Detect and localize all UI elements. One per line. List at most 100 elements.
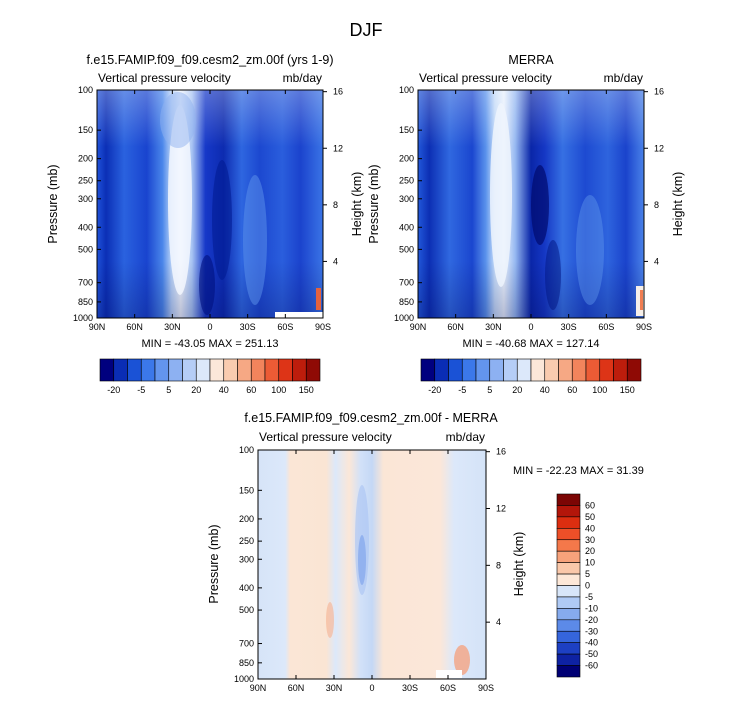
panel-model-colorbar-swatch — [127, 358, 142, 382]
panel-diff-colorbar-swatch — [556, 596, 581, 609]
panel-model-x-tick-label: 90S — [315, 322, 331, 332]
panel-model-colorbar: -20 -5 5 20 40 60 100 150 — [99, 358, 321, 395]
panel-diff-axes: 90N 60N 30N 0 30S 60S 90S 100 150 200 250 300 400 500… — [234, 445, 506, 693]
panel-diff-colorbar-swatch — [556, 562, 581, 575]
panel-obs-colorbar-label: 60 — [567, 385, 577, 395]
panel-obs-x-tick-label: 0 — [528, 322, 533, 332]
panel-diff-colorbar-swatch — [556, 619, 581, 632]
panel-model-y-tick-label: 850 — [78, 297, 93, 307]
panel-model-left-label: Vertical pressure velocity — [98, 71, 231, 85]
panel-obs-left-label: Vertical pressure velocity — [419, 71, 552, 85]
panel-obs-colorbar-swatch — [475, 358, 491, 382]
panel-diff-x-tick-label: 90N — [250, 683, 267, 693]
panel-model-y-tick-label: 500 — [78, 244, 93, 254]
panel-diff-colorbar-label: -30 — [585, 626, 598, 636]
panel-obs-colorbar-swatch — [448, 358, 463, 382]
panel-model-colorbar-swatch — [237, 358, 252, 382]
panel-diff-colorbar-swatch — [556, 516, 581, 529]
panel-obs-colorbar-swatch — [613, 358, 628, 382]
panel-model-colorbar-label: 20 — [191, 385, 201, 395]
panel-obs-y-tick-label: 300 — [399, 194, 414, 204]
panel-obs-x-tick-label: 30S — [561, 322, 577, 332]
panel-model-colorbar-label: -20 — [107, 385, 120, 395]
panel-obs-colorbar-label: 20 — [512, 385, 522, 395]
panel-obs-x-tick-label: 30N — [485, 322, 502, 332]
panel-obs-y-tick-label: 700 — [399, 278, 414, 288]
panel-diff-y-title: Pressure (mb) — [207, 524, 221, 603]
panel-diff-y2-tick-label: 16 — [496, 447, 506, 457]
panel-diff-colorbar-swatch — [556, 550, 581, 563]
panel-diff-colorbar-label: 50 — [585, 512, 595, 522]
panel-diff-y-tick-label: 250 — [239, 536, 254, 546]
panel-obs-x-tick-label: 90N — [410, 322, 427, 332]
panel-model-axes: 90N 60N 30N 0 30S 60S 90S 100 150 200 250 300 400 500… — [73, 85, 343, 332]
panel-diff-x-tick-label: 0 — [369, 683, 374, 693]
panel-model-y-title: Pressure (mb) — [46, 164, 60, 243]
panel-diff-y2-tick-label: 4 — [496, 617, 501, 627]
panel-diff-right-label: mb/day — [446, 430, 485, 444]
panel-diff-x-tick-label: 30N — [326, 683, 343, 693]
panel-diff-y-tick-label: 100 — [239, 445, 254, 455]
panel-model-colorbar-swatch — [99, 358, 115, 382]
panel-obs-y-tick-label: 850 — [399, 297, 414, 307]
panel-diff-x-tick-label: 60N — [288, 683, 305, 693]
panel-model-y-tick-label: 400 — [78, 222, 93, 232]
panel-model: f.e15.FAMIP.f09_f09.cesm2_zm.00f (yrs 1-… — [46, 53, 364, 395]
panel-obs-colorbar-swatch — [585, 358, 601, 382]
panel-model-x-tick-label: 90N — [89, 322, 106, 332]
panel-diff-y-tick-label: 200 — [239, 514, 254, 524]
panel-diff-y-tick-label: 150 — [239, 485, 254, 495]
panel-obs-colorbar-label: -20 — [428, 385, 441, 395]
panel-obs-y-tick-label: 100 — [399, 85, 414, 95]
panel-obs-colorbar-swatch — [530, 358, 546, 382]
panel-model-colorbar-label: 100 — [271, 385, 286, 395]
panel-obs-colorbar-swatch — [599, 358, 614, 382]
panel-model-colorbar-label: 40 — [219, 385, 229, 395]
panel-obs: MERRA Vertical pressure velocity mb/day … — [367, 53, 685, 395]
panel-diff-colorbar-swatch — [556, 665, 581, 678]
panel-model-colorbar-swatch — [113, 358, 128, 382]
panel-obs-y-tick-label: 150 — [399, 125, 414, 135]
panel-obs-axes: 90N 60N 30N 0 30S 60S 90S 100 150 200 250 300 400 500… — [394, 85, 664, 332]
panel-obs-stats: MIN = -40.68 MAX = 127.14 — [463, 338, 600, 350]
panel-diff-title: f.e15.FAMIP.f09_f09.cesm2_zm.00f - MERRA — [244, 411, 498, 425]
panel-obs-y2-tick-label: 12 — [654, 143, 664, 153]
panel-model-colorbar-swatch — [250, 358, 266, 382]
panel-model-right-label: mb/day — [283, 71, 322, 85]
panel-model-colorbar-label: -5 — [137, 385, 145, 395]
panel-obs-colorbar-swatch — [420, 358, 436, 382]
panel-model-y-tick-label: 300 — [78, 194, 93, 204]
panel-model-y2-title: Height (km) — [350, 172, 364, 237]
panel-diff-colorbar-swatch — [556, 573, 581, 586]
panel-obs-colorbar-swatch — [516, 358, 532, 382]
panel-diff-colorbar-swatch — [556, 608, 581, 621]
panel-obs-colorbar-label: -5 — [458, 385, 466, 395]
panel-obs-colorbar-swatch — [503, 358, 518, 382]
panel-diff-left-label: Vertical pressure velocity — [259, 430, 392, 444]
panel-obs-colorbar-label: 150 — [620, 385, 635, 395]
panel-diff-x-tick-label: 30S — [402, 683, 418, 693]
panel-model-colorbar-swatch — [182, 358, 197, 382]
panel-diff-y2-tick-label: 12 — [496, 504, 506, 514]
panel-diff-colorbar-label: -5 — [585, 592, 593, 602]
panel-diff-colorbar-label: 60 — [585, 500, 595, 510]
panel-obs-colorbar-swatch — [558, 358, 573, 382]
panel-model-x-tick-label: 0 — [207, 322, 212, 332]
panel-model-y-tick-label: 150 — [78, 125, 93, 135]
panel-obs-x-tick-label: 60N — [447, 322, 464, 332]
panel-diff: f.e15.FAMIP.f09_f09.cesm2_zm.00f - MERRA… — [207, 411, 644, 693]
panel-obs-colorbar-swatch — [626, 358, 642, 382]
panel-diff-x-tick-label: 90S — [478, 683, 494, 693]
panel-diff-colorbar-label: -40 — [585, 638, 598, 648]
panel-obs-colorbar: -20 -5 5 20 40 60 100 150 — [420, 358, 642, 395]
panel-obs-y2-tick-label: 8 — [654, 200, 659, 210]
panel-model-x-tick-label: 60S — [277, 322, 293, 332]
panel-model-colorbar-swatch — [168, 358, 183, 382]
panel-obs-y-title: Pressure (mb) — [367, 164, 381, 243]
panel-obs-y2-tick-label: 4 — [654, 256, 659, 266]
panel-model-x-tick-label: 30S — [240, 322, 256, 332]
panel-obs-x-tick-label: 60S — [598, 322, 614, 332]
panel-diff-plot — [257, 449, 487, 680]
panel-model-y-tick-label: 1000 — [73, 313, 93, 323]
